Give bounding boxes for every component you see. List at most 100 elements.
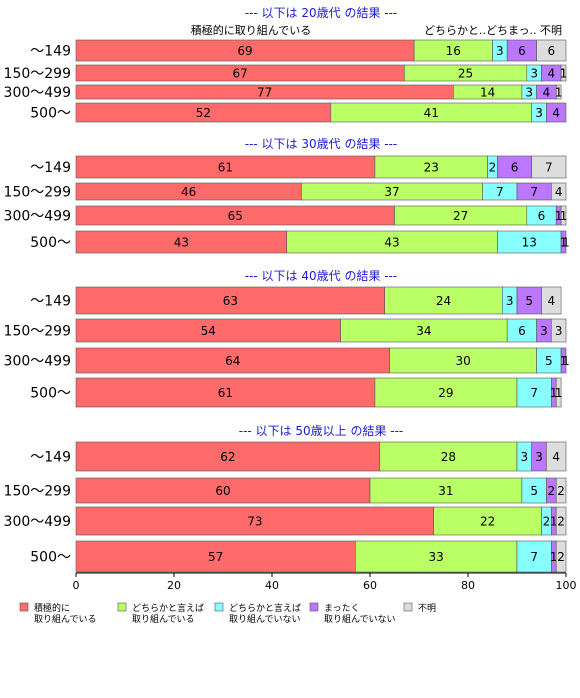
bar-segment	[531, 155, 567, 179]
data-label: 1	[560, 67, 568, 81]
data-label: 3	[506, 294, 514, 308]
data-label: 4	[552, 450, 560, 464]
x-tick-label: 40	[265, 579, 279, 592]
category-label: 150〜299	[4, 66, 71, 82]
data-label: 6	[538, 209, 546, 223]
data-label: 1	[555, 386, 563, 400]
bar-segment	[516, 540, 552, 573]
data-label: 2	[557, 515, 565, 529]
category-label: 〜149	[30, 44, 71, 60]
bar-row: 150〜299 60 31 5 2 2	[4, 477, 567, 504]
x-tick-label: 60	[363, 579, 377, 592]
data-label: 7	[530, 386, 538, 400]
bar-segment	[389, 347, 537, 374]
bar-segment	[560, 205, 567, 226]
bar-segment	[379, 441, 518, 472]
legend-swatch	[403, 602, 413, 612]
bar-segment	[75, 540, 356, 573]
x-axis: 0 20 40 60 80 100	[73, 572, 577, 592]
data-label: 3	[525, 86, 533, 100]
data-label: 1	[560, 236, 568, 250]
bar-segment	[546, 441, 567, 472]
data-label: 57	[208, 550, 223, 564]
data-label: 31	[438, 484, 453, 498]
data-label: 54	[201, 324, 216, 338]
data-label: 2	[489, 161, 497, 175]
legend-swatch	[117, 602, 127, 612]
data-label: 1	[550, 515, 558, 529]
data-label: 63	[223, 294, 238, 308]
column-header: 積極的に取り組んでいる	[191, 23, 311, 37]
data-label: 37	[384, 185, 399, 199]
bar-segment	[75, 377, 376, 408]
data-label: 1	[555, 86, 563, 100]
legend: 積極的に取り組んでいる どちらかと言えば取り組んでいる どちらかと言えば取り組んでい…	[19, 602, 436, 625]
bar-segment	[536, 347, 562, 374]
data-label: 1	[550, 386, 558, 400]
bar-segment	[555, 377, 562, 408]
legend-label: どちらかと言えば取り組んでいる	[132, 602, 204, 625]
data-label: 65	[228, 209, 243, 223]
bar-segment	[369, 477, 523, 504]
x-tick-label: 0	[73, 579, 80, 592]
data-label: 61	[218, 386, 233, 400]
data-label: 3	[496, 44, 504, 58]
data-label: 69	[237, 44, 252, 58]
bar-row: 500〜 61 29 7 11	[30, 377, 563, 408]
data-label: 3	[535, 450, 543, 464]
data-label: 30	[455, 354, 470, 368]
category-label: 500〜	[30, 106, 71, 122]
category-label: 150〜299	[4, 324, 71, 340]
legend-swatch	[309, 602, 319, 612]
data-label: 7	[530, 550, 538, 564]
bar-segment	[560, 230, 567, 254]
bar-segment	[75, 506, 435, 536]
category-label: 300〜499	[4, 354, 71, 370]
bar-row: 300〜499 77 14 3 4 1	[4, 84, 563, 101]
legend-label: 不明	[418, 603, 436, 614]
bar-segment	[536, 39, 567, 62]
panel-title: --- 以下は 20歳代 の結果 ---	[245, 6, 398, 20]
bar-segment	[75, 347, 390, 374]
legend-label: まったく取り組んでいない	[324, 603, 396, 625]
legend-label: 積極的に取り組んでいる	[34, 602, 97, 625]
bar-segment	[546, 102, 567, 123]
category-label: 500〜	[30, 235, 71, 251]
bar-row: 150〜299 67 25 3 4 1	[4, 64, 568, 82]
data-label: 52	[196, 106, 211, 120]
data-label: 6	[518, 44, 526, 58]
data-label: 7	[496, 185, 504, 199]
bar-row: 300〜499 73 22 2 1 2	[4, 506, 567, 536]
data-label: 16	[446, 44, 461, 58]
data-label: 7	[545, 161, 553, 175]
panel-title: --- 以下は 30歳代 の結果 ---	[245, 137, 398, 151]
data-label: 33	[429, 550, 444, 564]
bar-row: 500〜 57 33 7 1 2	[30, 540, 567, 573]
data-label: 3	[540, 324, 548, 338]
category-label: 300〜499	[4, 514, 71, 530]
category-label: 150〜299	[4, 484, 71, 500]
data-label: 3	[535, 106, 543, 120]
data-label: 14	[480, 86, 495, 100]
data-label: 5	[545, 354, 553, 368]
bar-segment	[75, 441, 381, 472]
legend-swatch	[214, 602, 224, 612]
bar-segment	[550, 318, 567, 343]
bar-segment	[516, 377, 552, 408]
category-label: 150〜299	[4, 185, 71, 201]
bar-segment	[75, 477, 371, 504]
data-label: 4	[547, 294, 555, 308]
data-label: 6	[547, 44, 555, 58]
data-label: 2	[543, 515, 551, 529]
category-label: 〜149	[30, 450, 71, 466]
x-tick-label: 80	[461, 579, 475, 592]
column-header: どちらかと..どちまっ.. 不明	[424, 24, 562, 37]
data-label: 5	[525, 294, 533, 308]
bar-segment	[521, 477, 547, 504]
legend-item: まったく取り組んでいない	[309, 602, 396, 625]
bar-row: 150〜299 46 37 7 7 4	[4, 182, 567, 201]
bar-segment	[555, 506, 567, 536]
data-label: 4	[543, 86, 551, 100]
